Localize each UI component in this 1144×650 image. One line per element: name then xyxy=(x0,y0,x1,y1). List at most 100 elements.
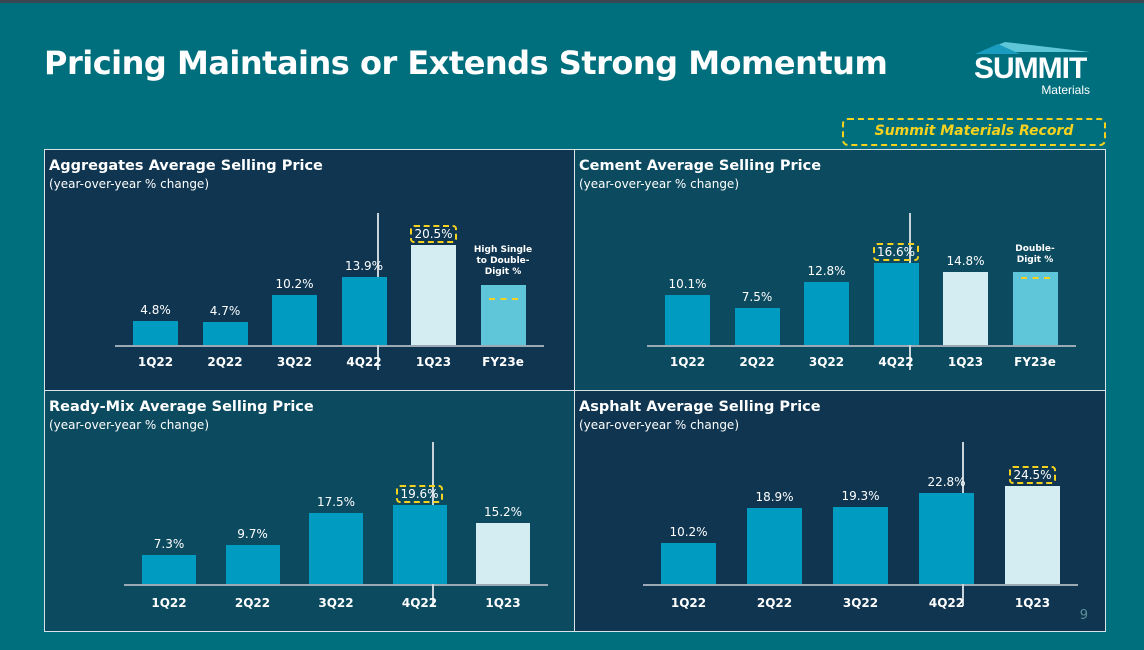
fy23e-note: High Single to Double-Digit % xyxy=(473,244,533,277)
chart-cement: Cement Average Selling Price (year-over-y… xyxy=(575,150,1105,390)
category-label: 4Q22 xyxy=(928,596,965,610)
value-text: 10.1% xyxy=(668,277,707,292)
panel-grid-border xyxy=(44,149,1106,632)
value-text: 4.7% xyxy=(209,303,241,318)
fy23e-note: Double-Digit % xyxy=(1015,243,1055,265)
target-dash xyxy=(488,297,518,300)
value-label: 10.1% xyxy=(648,277,728,291)
value-label: 14.8% xyxy=(926,254,1006,268)
value-label: 4.7% xyxy=(185,304,265,318)
bar-1q23 xyxy=(1005,486,1060,584)
record-value-label: 20.5% xyxy=(410,224,457,243)
category-label: 4Q22 xyxy=(346,355,382,369)
value-text: 4.8% xyxy=(140,303,171,318)
logo-sub: Materials xyxy=(1041,83,1090,97)
bar-1q23 xyxy=(476,522,530,584)
value-label: 7.5% xyxy=(717,290,797,304)
value-label: 19.3% xyxy=(821,489,901,503)
value-text: 14.8% xyxy=(946,253,985,268)
value-text: 22.8% xyxy=(927,474,966,489)
value-label: 4.8% xyxy=(116,303,196,317)
bar-1q22 xyxy=(665,295,710,345)
value-label: 7.3% xyxy=(129,537,209,551)
bar-3q22 xyxy=(272,295,317,345)
bar-1q23 xyxy=(411,244,456,345)
value-label: 15.2% xyxy=(463,505,543,519)
category-label: 3Q22 xyxy=(842,596,879,610)
category-label: 2Q22 xyxy=(207,355,243,369)
category-label: FY23e xyxy=(482,355,524,369)
bar-1q22 xyxy=(661,543,716,584)
category-label: 1Q23 xyxy=(947,355,984,369)
category-label: 1Q22 xyxy=(670,596,707,610)
bar-1q22 xyxy=(142,554,196,584)
record-value-label: 16.6% xyxy=(872,242,920,261)
chart-subtitle: (year-over-year % change) xyxy=(579,177,739,191)
value-text: 18.9% xyxy=(755,490,794,505)
value-text: 7.5% xyxy=(741,289,773,304)
bar-4q22 xyxy=(392,505,447,584)
value-text: 19.3% xyxy=(841,488,880,503)
value-label: 9.7% xyxy=(213,527,293,541)
category-label: 2Q22 xyxy=(756,596,793,610)
value-label: 20.5% xyxy=(394,224,474,243)
baseline xyxy=(115,345,544,347)
value-text: 9.7% xyxy=(237,526,268,541)
value-text: 17.5% xyxy=(316,495,356,510)
divider xyxy=(45,390,1105,391)
mountain-icon xyxy=(975,42,1090,54)
value-label: 10.2% xyxy=(649,525,729,539)
bar-fy23e xyxy=(480,284,526,345)
value-text: 12.8% xyxy=(807,263,846,278)
bar-3q22 xyxy=(833,506,888,584)
baseline xyxy=(643,584,1078,586)
chart-asphalt: Asphalt Average Selling Price (year-over-… xyxy=(575,391,1105,631)
category-label: 3Q22 xyxy=(318,596,354,610)
slide-title: Pricing Maintains or Extends Strong Mome… xyxy=(44,44,888,82)
bar-2q22 xyxy=(225,544,280,584)
bar-4q22 xyxy=(873,262,919,345)
category-label: 2Q22 xyxy=(234,596,271,610)
value-label: 10.2% xyxy=(255,277,335,291)
chart-subtitle: (year-over-year % change) xyxy=(49,418,209,432)
value-label: 17.5% xyxy=(296,495,376,509)
bar-4q22 xyxy=(341,276,387,345)
bar-3q22 xyxy=(804,281,849,345)
chart-subtitle: (year-over-year % change) xyxy=(579,418,739,432)
bar-4q22 xyxy=(919,492,974,584)
chart-title: Cement Average Selling Price xyxy=(579,158,822,174)
chart-title: Aggregates Average Selling Price xyxy=(49,158,323,174)
category-label: 3Q22 xyxy=(276,355,313,369)
category-label: 1Q22 xyxy=(151,596,187,610)
category-label: 1Q23 xyxy=(415,355,452,369)
category-label: 4Q22 xyxy=(878,355,914,369)
value-text: 10.2% xyxy=(669,525,708,540)
chart-aggregates: Aggregates Average Selling Price (year-ov… xyxy=(45,150,574,390)
top-bar xyxy=(0,0,1144,3)
record-value-label: 19.6% xyxy=(396,485,443,503)
value-label: 16.6% xyxy=(856,242,936,261)
bar-2q22 xyxy=(202,321,248,345)
category-label: 1Q22 xyxy=(669,355,706,369)
value-text: 7.3% xyxy=(153,536,185,551)
category-label: 2Q22 xyxy=(739,355,775,369)
baseline xyxy=(647,345,1076,347)
chart-title: Ready-Mix Average Selling Price xyxy=(49,399,314,415)
bar-1q23 xyxy=(943,271,988,345)
bar-3q22 xyxy=(309,513,363,584)
chart-subtitle: (year-over-year % change) xyxy=(49,177,209,191)
value-label: 19.6% xyxy=(380,485,460,503)
record-legend: Summit Materials Record xyxy=(842,118,1106,146)
logo-brand: SUMMIT xyxy=(974,52,1087,85)
value-label: 18.9% xyxy=(735,490,815,504)
category-label: 4Q22 xyxy=(401,596,438,610)
baseline xyxy=(124,584,548,586)
category-label: 1Q23 xyxy=(1014,596,1051,610)
category-label: 1Q22 xyxy=(137,355,174,369)
target-dash xyxy=(1020,276,1050,279)
value-label: 13.9% xyxy=(324,259,404,273)
bar-2q22 xyxy=(734,307,780,345)
bar-1q22 xyxy=(133,321,178,345)
value-label: 22.8% xyxy=(907,475,987,489)
value-text: 13.9% xyxy=(344,258,384,273)
